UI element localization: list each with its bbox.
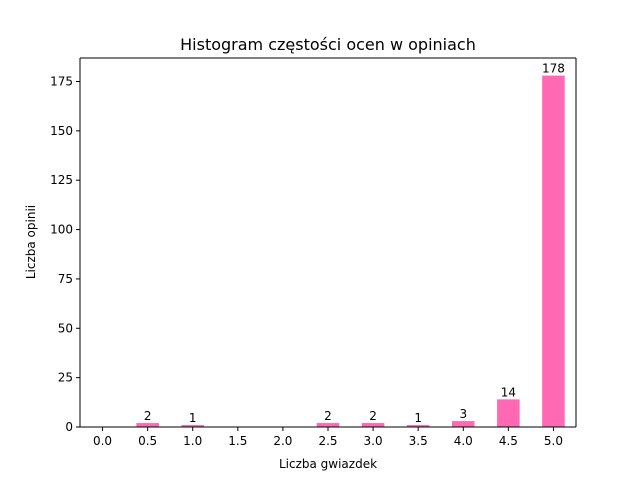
y-axis-label: Liczba opinii (24, 205, 38, 279)
x-tick-label: 4.0 (454, 434, 473, 448)
data-label: 2 (369, 409, 377, 423)
x-tick-label: 4.5 (499, 434, 518, 448)
data-label: 14 (501, 385, 516, 399)
y-tick-label: 125 (50, 173, 73, 187)
y-tick-label: 175 (50, 74, 73, 88)
x-tick-label: 2.5 (318, 434, 337, 448)
x-tick-label: 5.0 (544, 434, 563, 448)
x-tick-label: 3.5 (409, 434, 428, 448)
x-tick-label: 0.5 (138, 434, 157, 448)
y-tick-label: 150 (50, 124, 73, 138)
x-tick-label: 3.0 (364, 434, 383, 448)
bar (181, 425, 204, 427)
data-label: 2 (324, 409, 332, 423)
x-tick-label: 1.0 (183, 434, 202, 448)
y-tick-label: 0 (65, 420, 73, 434)
y-tick-label: 100 (50, 223, 73, 237)
y-tick-label: 50 (58, 321, 73, 335)
data-label: 1 (414, 411, 422, 425)
y-tick-label: 25 (58, 371, 73, 385)
data-label: 178 (542, 62, 565, 76)
chart-title: Histogram częstości ocen w opiniach (180, 35, 476, 54)
data-label: 1 (189, 411, 197, 425)
x-axis-label: Liczba gwiazdek (279, 457, 377, 471)
x-tick-label: 0.0 (93, 434, 112, 448)
plot-area: 2 1 2 2 1 3 14 178 0.0 0.5 1.0 1.5 2.0 2.5 3.0 3.5 4.0 4.… (50, 57, 577, 448)
bar (497, 399, 520, 427)
bar (316, 423, 340, 427)
bar (406, 425, 430, 427)
data-label: 2 (144, 409, 152, 423)
bar (361, 423, 385, 427)
bar (542, 75, 565, 428)
x-tick-label: 1.5 (228, 434, 247, 448)
bar (136, 423, 159, 427)
bar (452, 421, 475, 427)
x-tick-label: 2.0 (273, 434, 292, 448)
y-tick-label: 75 (58, 272, 73, 286)
data-label: 3 (459, 407, 467, 421)
